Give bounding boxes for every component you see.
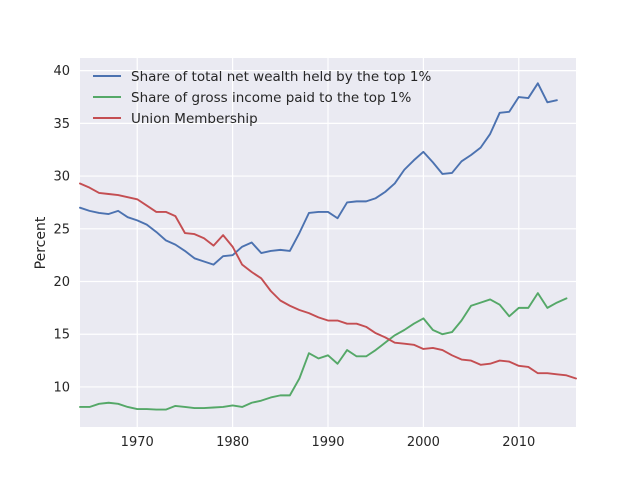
legend-label: Share of gross income paid to the top 1%	[131, 90, 411, 106]
y-tick-label: 25	[53, 222, 70, 237]
series-line-3	[79, 182, 577, 380]
y-tick-label: 30	[53, 170, 70, 185]
series-line-2	[79, 292, 568, 411]
y-tick-label: 20	[53, 275, 70, 290]
x-tick-label: 2010	[502, 435, 535, 450]
legend-label: Union Membership	[131, 111, 258, 127]
y-axis-label: Percent	[33, 216, 49, 269]
grid-lines	[80, 58, 576, 427]
y-tick-label: 10	[53, 380, 70, 395]
legend-label: Share of total net wealth held by the to…	[131, 69, 431, 85]
y-tick-label: 35	[53, 117, 70, 132]
y-axis-ticks: 10 15 20 25 30 35 40	[53, 64, 70, 395]
x-tick-label: 1970	[121, 435, 154, 450]
y-tick-label: 40	[53, 64, 70, 79]
legend: Share of total net wealth held by the to…	[93, 69, 431, 127]
x-tick-label: 1980	[216, 435, 249, 450]
x-tick-label: 1990	[311, 435, 344, 450]
x-tick-label: 2000	[407, 435, 440, 450]
series-lines	[79, 82, 577, 411]
x-axis-ticks: 1970 1980 1990 2000 2010	[121, 435, 536, 450]
series-line-1	[79, 82, 558, 266]
y-tick-label: 15	[53, 328, 70, 343]
